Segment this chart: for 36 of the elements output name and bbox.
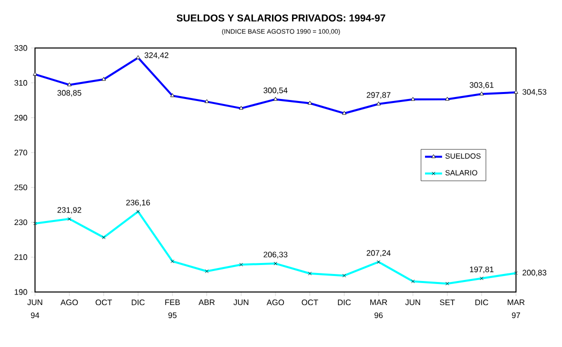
x-tick-label: JUN 94 <box>27 300 42 318</box>
x-tick-label: DIC <box>475 300 488 306</box>
x-tick-label: JUN <box>233 300 248 306</box>
x-tick-label: MAR 97 <box>508 300 525 318</box>
y-tick-label: 190 <box>14 289 28 295</box>
data-label: 300,54 <box>264 88 288 94</box>
chart-title: SUELDOS Y SALARIOS PRIVADOS: 1994-97 <box>176 14 386 22</box>
x-tick-label: FEB 95 <box>165 300 180 318</box>
x-tick-label: MAR 96 <box>370 300 388 318</box>
data-label: 197,81 <box>470 266 494 274</box>
x-tick-label: DIC <box>132 300 145 306</box>
data-label: 308,85 <box>57 90 82 97</box>
data-label: 200,83 <box>522 270 546 276</box>
x-tick-label: JUN <box>405 300 420 306</box>
y-tick-label: 230 <box>14 219 28 226</box>
data-label: 236,16 <box>126 200 150 206</box>
data-label: 231,92 <box>58 207 82 214</box>
data-label: 304,53 <box>522 89 546 96</box>
x-tick-label: DIC <box>338 300 351 306</box>
y-tick-label: 250 <box>14 184 28 190</box>
x-tick-label: AGO <box>60 300 78 306</box>
x-tick-label: AGO <box>266 300 284 306</box>
y-tick-label: 290 <box>14 114 28 121</box>
data-label: 207,24 <box>366 250 391 257</box>
data-label: 303,61 <box>470 82 494 89</box>
x-tick-label: OCT <box>302 300 318 306</box>
data-label: 324,42 <box>144 52 168 60</box>
y-tick-label: 270 <box>14 150 28 156</box>
data-label: 206,33 <box>264 252 288 258</box>
y-tick-label: 210 <box>14 254 28 260</box>
x-tick-label: SET <box>440 300 455 306</box>
y-tick-label: 330 <box>14 45 28 51</box>
data-label: 297,87 <box>366 92 390 99</box>
x-tick-label: OCT <box>96 300 112 306</box>
y-tick-label: 310 <box>14 80 28 86</box>
x-tick-label: ABR <box>198 300 215 306</box>
